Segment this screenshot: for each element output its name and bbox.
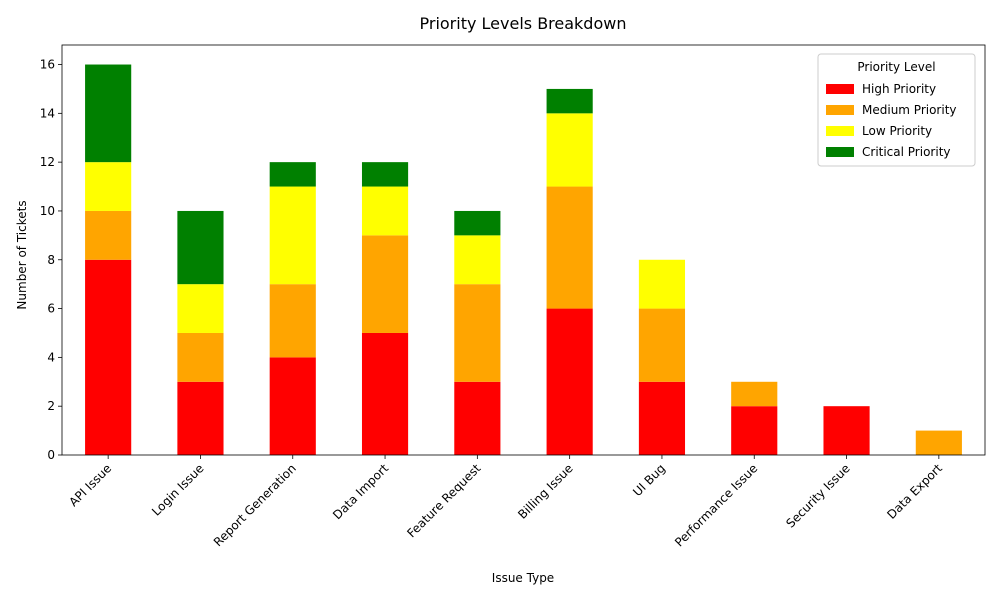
x-tick-label: Data Import xyxy=(330,461,391,522)
x-tick-label: Login Issue xyxy=(149,461,206,518)
bar-segment xyxy=(546,186,593,309)
y-tick-label: 8 xyxy=(47,253,55,267)
bar-segment xyxy=(269,284,316,358)
legend-label: Critical Priority xyxy=(862,145,951,159)
plot-area xyxy=(61,44,986,456)
bar-segment xyxy=(361,235,409,333)
y-tick-label: 14 xyxy=(40,106,55,120)
bar-segment xyxy=(546,88,593,114)
bar-segment xyxy=(546,113,593,187)
legend-title: Priority Level xyxy=(857,60,935,74)
x-tick-label: Security Issue xyxy=(783,461,852,530)
bar-segment xyxy=(361,332,409,455)
axes-frame xyxy=(61,44,986,456)
bar-segment xyxy=(546,308,593,455)
legend-swatch xyxy=(826,147,854,157)
bar-segment xyxy=(731,381,778,407)
bar-segment xyxy=(361,186,409,236)
y-tick-label: 6 xyxy=(47,302,55,316)
bar-segment xyxy=(823,406,870,455)
x-tick-label: UI Bug xyxy=(630,461,668,499)
y-axis-label: Number of Tickets xyxy=(15,200,29,309)
bar-segment xyxy=(269,357,316,455)
y-tick-label: 12 xyxy=(40,155,55,169)
bar-segment xyxy=(454,284,501,382)
bar-segment xyxy=(454,381,501,455)
bar-segment xyxy=(177,332,224,382)
bar-segment xyxy=(269,186,316,285)
chart-title: Priority Levels Breakdown xyxy=(420,14,627,33)
bar-segment xyxy=(85,259,132,455)
x-tick-label: API Issue xyxy=(66,461,114,509)
y-tick-label: 4 xyxy=(47,350,55,364)
legend-swatch xyxy=(826,105,854,115)
x-tick-label: Feature Request xyxy=(404,461,483,540)
x-tick-label: Data Export xyxy=(884,461,945,522)
bar-segment xyxy=(177,284,224,333)
bar-segment xyxy=(177,381,224,455)
y-tick-label: 0 xyxy=(47,448,55,462)
bar-segment xyxy=(269,162,316,187)
bar-segment xyxy=(454,235,501,285)
legend-swatch xyxy=(826,84,854,94)
y-axis-ticks: 0 2 4 6 8 10 12 14 16 xyxy=(40,58,62,462)
x-tick-label: Billing Issue xyxy=(515,461,576,522)
y-tick-label: 16 xyxy=(40,58,55,72)
legend: Priority Level High Priority Medium Priori… xyxy=(817,53,976,167)
x-axis-ticks: API Issue Login Issue Report Generation Dat… xyxy=(66,455,945,550)
bar-segment xyxy=(638,381,686,455)
bar-segment xyxy=(85,64,132,163)
bar-segment xyxy=(638,308,686,382)
y-tick-label: 10 xyxy=(40,204,55,218)
legend-swatch xyxy=(826,126,854,136)
bar-segment xyxy=(177,210,224,285)
bar-segment xyxy=(454,210,501,236)
legend-label: Low Priority xyxy=(862,124,932,138)
y-tick-label: 2 xyxy=(47,399,55,413)
x-tick-label: Report Generation xyxy=(211,461,299,549)
bar-segment xyxy=(731,406,778,455)
bar-segment xyxy=(85,210,132,260)
x-axis-label: Issue Type xyxy=(492,571,554,585)
legend-label: High Priority xyxy=(862,82,936,96)
bar-segment xyxy=(638,259,686,309)
x-tick-label: Performance Issue xyxy=(672,461,760,549)
bar-segment xyxy=(915,430,962,455)
legend-label: Medium Priority xyxy=(862,103,957,117)
bar-segment xyxy=(85,162,132,211)
legend-box xyxy=(817,53,976,167)
bar-segment xyxy=(361,162,409,187)
